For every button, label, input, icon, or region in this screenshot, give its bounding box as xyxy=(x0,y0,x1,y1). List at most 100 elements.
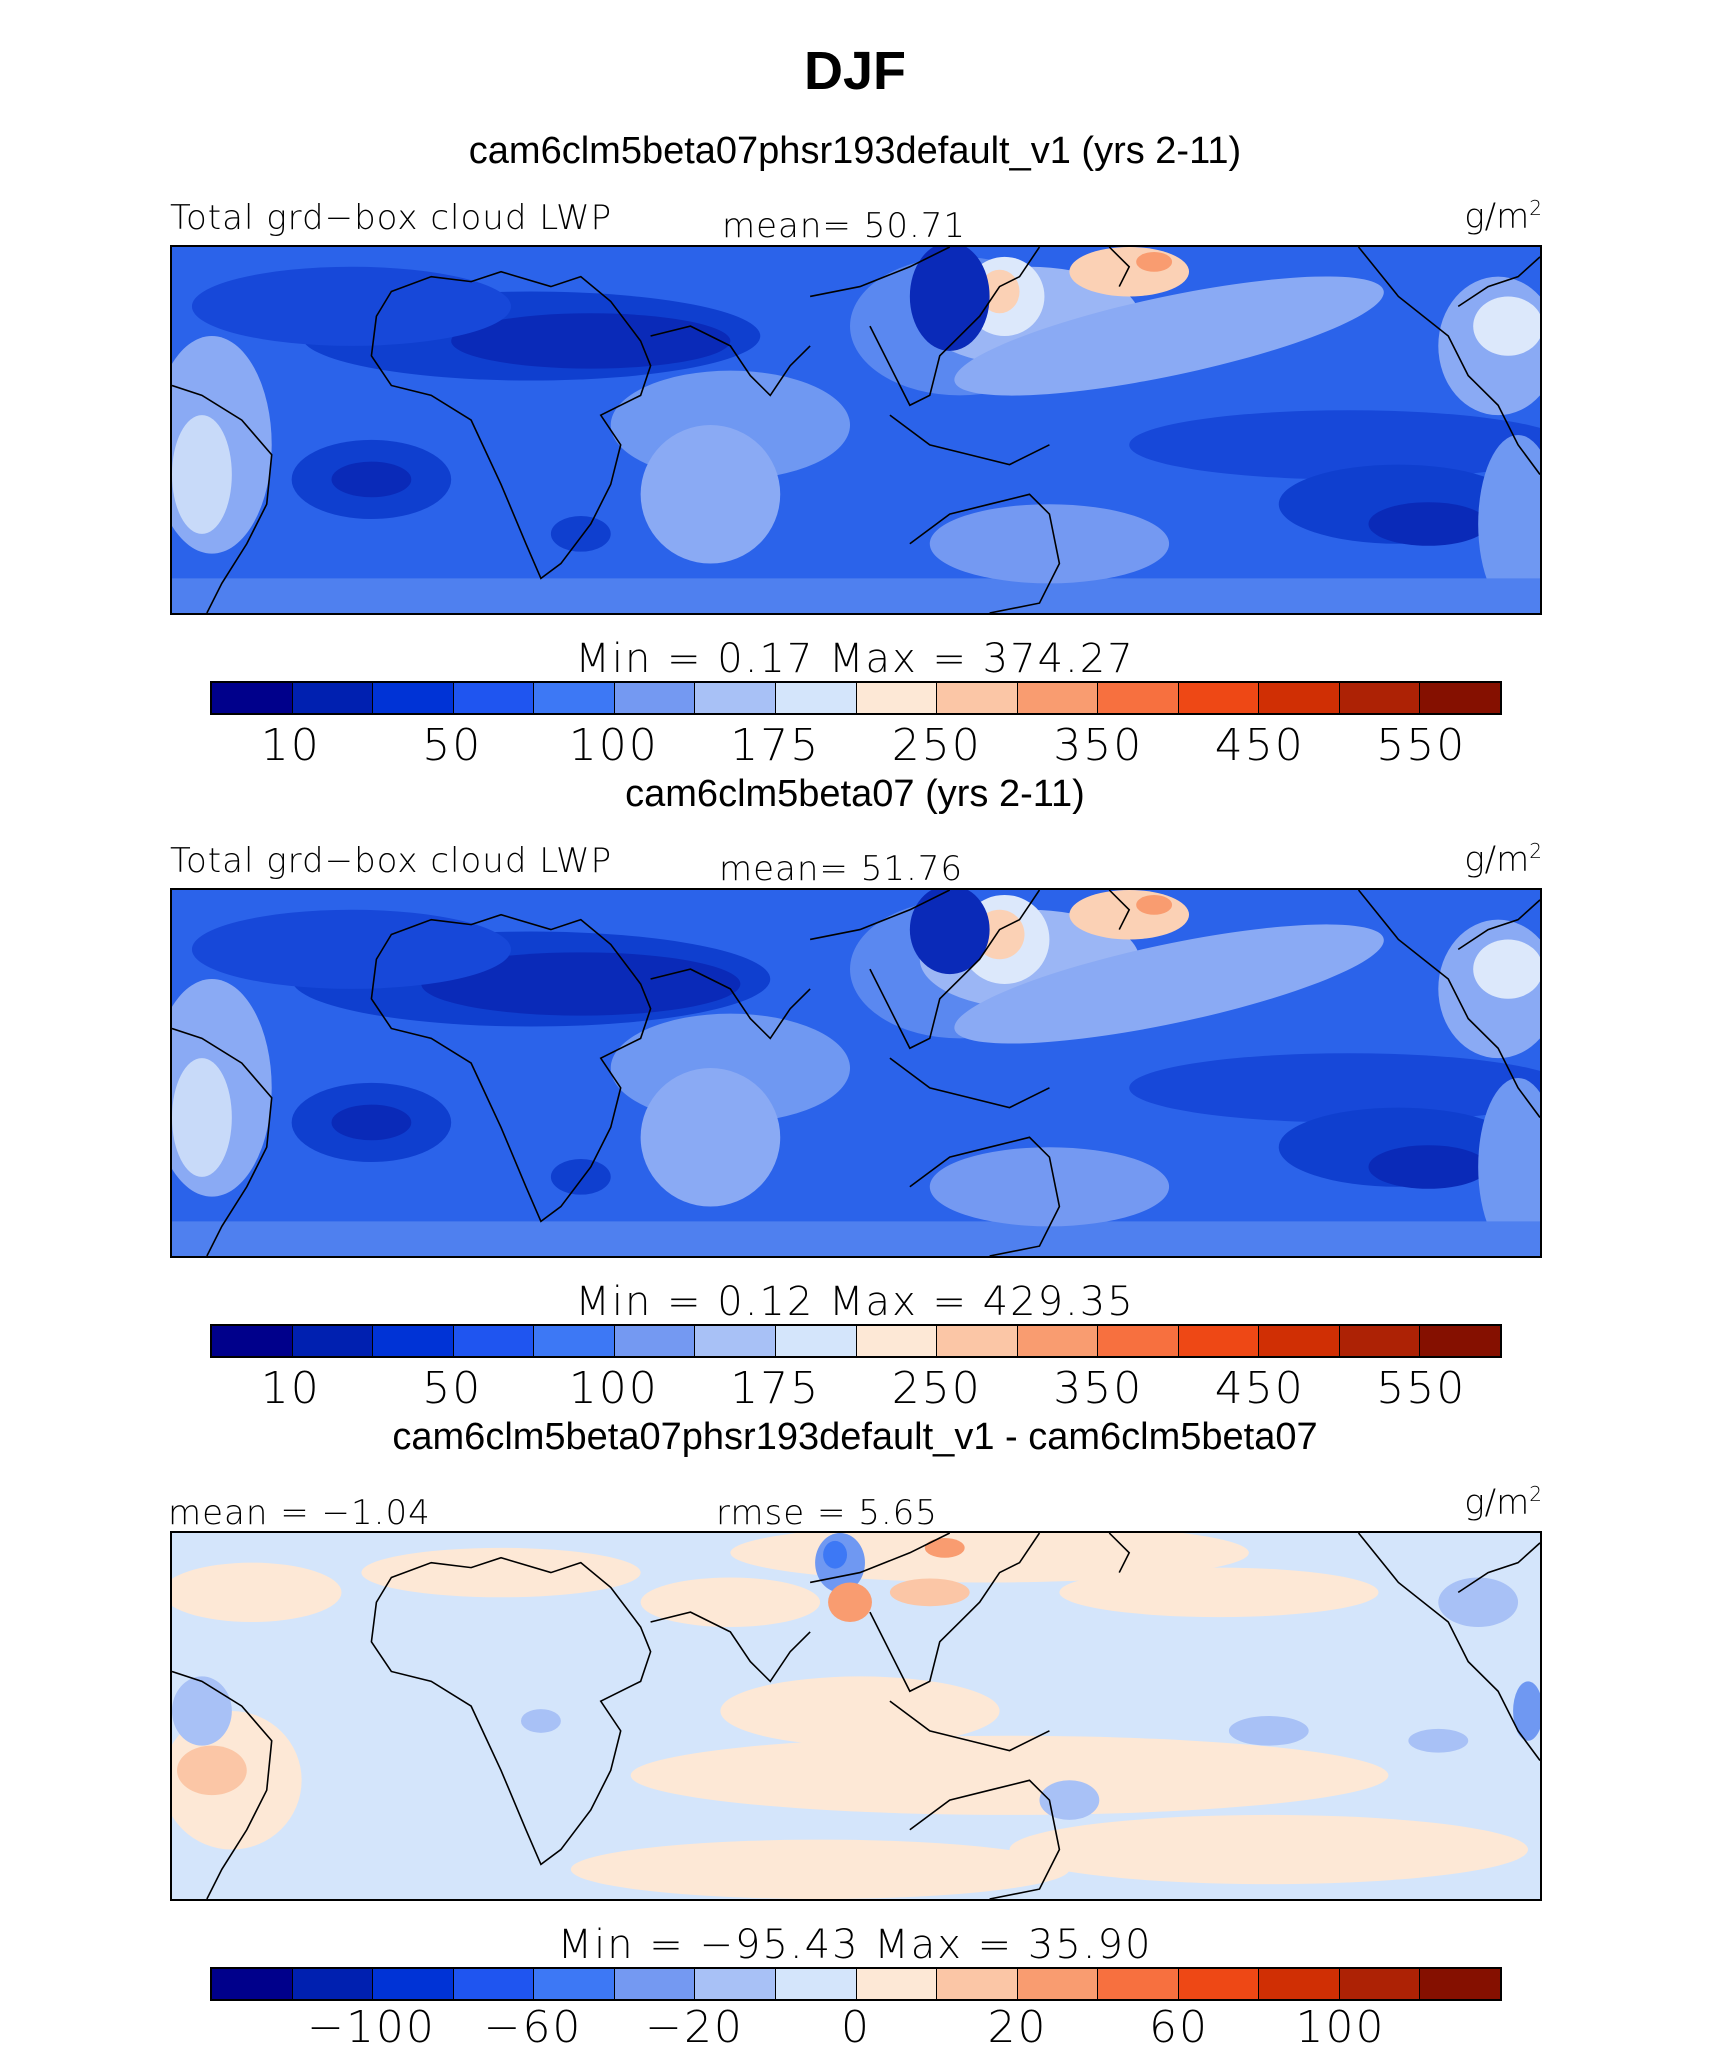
colorbar-swatch xyxy=(775,1326,857,1356)
colorbar-swatch xyxy=(453,683,535,713)
colorbar-swatch xyxy=(1017,683,1099,713)
colorbar-swatch xyxy=(1178,1326,1260,1356)
colorbar-swatch xyxy=(695,683,776,713)
colorbar-tick-label: 20 xyxy=(987,2002,1048,2053)
colorbar-swatch xyxy=(453,1969,535,1999)
colorbar-swatch xyxy=(534,1326,615,1356)
colorbar-swatch xyxy=(775,683,857,713)
panel-2-variable-label: Total grd−box cloud LWP xyxy=(170,841,613,881)
colorbar-tick-label: 450 xyxy=(1214,1363,1305,1414)
colorbar-swatch xyxy=(1339,1969,1421,1999)
panel-1-unit: g/m2 xyxy=(1464,196,1542,237)
colorbar-swatch xyxy=(212,1326,293,1356)
panel-2-colorbar xyxy=(210,1324,1502,1358)
colorbar-swatch xyxy=(1259,1326,1340,1356)
panel-3-map xyxy=(170,1531,1542,1901)
panel-2-unit: g/m2 xyxy=(1464,839,1542,880)
colorbar-swatch xyxy=(1420,1969,1500,1999)
colorbar-tick-label: 50 xyxy=(422,1363,483,1414)
colorbar-tick-label: 350 xyxy=(1053,1363,1144,1414)
panel-3-rmse-label: rmse = 5.65 xyxy=(716,1493,938,1533)
panel-2-map-svg xyxy=(172,890,1540,1256)
colorbar-swatch xyxy=(1017,1969,1099,1999)
colorbar-tick-label: 100 xyxy=(1295,2002,1386,2053)
colorbar-swatch xyxy=(453,1326,535,1356)
panel-3-title: cam6clm5beta07phsr193default_v1 - cam6cl… xyxy=(392,1416,1318,1458)
colorbar-swatch xyxy=(373,1969,454,1999)
colorbar-tick-label: 550 xyxy=(1376,1363,1467,1414)
panel-2-coastlines xyxy=(172,890,1540,1256)
panel-1-title: cam6clm5beta07phsr193default_v1 (yrs 2-1… xyxy=(468,130,1242,172)
panel-3-minmax: Min = −95.43 Max = 35.90 xyxy=(557,1922,1153,1968)
colorbar-swatch xyxy=(212,1969,293,1999)
colorbar-swatch xyxy=(373,683,454,713)
colorbar-swatch xyxy=(1017,1326,1099,1356)
panel-3-unit: g/m2 xyxy=(1464,1482,1542,1523)
colorbar-swatch xyxy=(292,683,374,713)
panel-1-minmax: Min = 0.17 Max = 374.27 xyxy=(575,636,1135,682)
colorbar-tick-label: 250 xyxy=(891,1363,982,1414)
colorbar-swatch xyxy=(856,1969,938,1999)
colorbar-swatch xyxy=(1339,1326,1421,1356)
panel-2-contours xyxy=(172,890,1540,1256)
panel-2-map xyxy=(170,888,1542,1258)
colorbar-swatch xyxy=(534,1969,615,1999)
panel-2-minmax: Min = 0.12 Max = 429.35 xyxy=(575,1279,1135,1325)
colorbar-tick-label: 350 xyxy=(1053,720,1144,771)
figure-title: DJF xyxy=(803,41,906,101)
colorbar-swatch xyxy=(373,1326,454,1356)
colorbar-swatch xyxy=(614,1969,696,1999)
panel-2-title: cam6clm5beta07 (yrs 2-11) xyxy=(625,773,1085,815)
colorbar-swatch xyxy=(856,683,938,713)
colorbar-swatch xyxy=(937,1326,1018,1356)
colorbar-tick-label: 175 xyxy=(730,720,821,771)
colorbar-swatch xyxy=(614,1326,696,1356)
colorbar-tick-label: 0 xyxy=(841,2002,871,2053)
panel-1-colorbar xyxy=(210,681,1502,715)
colorbar-swatch xyxy=(1420,1326,1500,1356)
panel-1-variable-label: Total grd−box cloud LWP xyxy=(170,198,613,238)
panel-3-map-svg xyxy=(172,1533,1540,1899)
panel-2-mean-label: mean= 51.76 xyxy=(719,849,964,889)
colorbar-swatch xyxy=(695,1969,776,1999)
colorbar-swatch xyxy=(775,1969,857,1999)
colorbar-tick-label: 250 xyxy=(891,720,982,771)
colorbar-swatch xyxy=(937,683,1018,713)
colorbar-swatch xyxy=(212,683,293,713)
colorbar-tick-label: −100 xyxy=(307,2002,436,2053)
colorbar-tick-label: 100 xyxy=(568,720,659,771)
colorbar-swatch xyxy=(1178,683,1260,713)
colorbar-swatch xyxy=(695,1326,776,1356)
panel-3-colorbar xyxy=(210,1967,1502,2001)
panel-1-map-svg xyxy=(172,247,1540,613)
panel-1-mean-label: mean= 50.71 xyxy=(722,206,967,246)
colorbar-swatch xyxy=(1259,683,1340,713)
colorbar-swatch xyxy=(1098,683,1179,713)
colorbar-swatch xyxy=(534,683,615,713)
panel-1-coastlines xyxy=(172,247,1540,613)
colorbar-swatch xyxy=(1098,1969,1179,1999)
panel-3-contours xyxy=(172,1533,1540,1899)
colorbar-tick-label: 50 xyxy=(422,720,483,771)
colorbar-swatch xyxy=(1420,683,1500,713)
colorbar-tick-label: 175 xyxy=(730,1363,821,1414)
colorbar-tick-label: −60 xyxy=(483,2002,583,2053)
panel-3-coastlines xyxy=(172,1533,1540,1899)
colorbar-tick-label: 60 xyxy=(1149,2002,1209,2053)
colorbar-swatch xyxy=(1098,1326,1179,1356)
panel-1-map xyxy=(170,245,1542,615)
colorbar-swatch xyxy=(937,1969,1018,1999)
colorbar-tick-label: 100 xyxy=(568,1363,659,1414)
colorbar-tick-label: 550 xyxy=(1376,720,1467,771)
colorbar-swatch xyxy=(614,683,696,713)
colorbar-tick-label: −20 xyxy=(645,2002,744,2053)
colorbar-swatch xyxy=(292,1969,374,1999)
panel-1-contours xyxy=(172,247,1540,613)
colorbar-swatch xyxy=(292,1326,374,1356)
colorbar-tick-label: 10 xyxy=(260,1363,321,1414)
colorbar-tick-label: 10 xyxy=(260,720,321,771)
colorbar-swatch xyxy=(1178,1969,1260,1999)
panel-3-mean-label: mean = −1.04 xyxy=(168,1493,431,1533)
colorbar-swatch xyxy=(1259,1969,1340,1999)
colorbar-swatch xyxy=(856,1326,938,1356)
